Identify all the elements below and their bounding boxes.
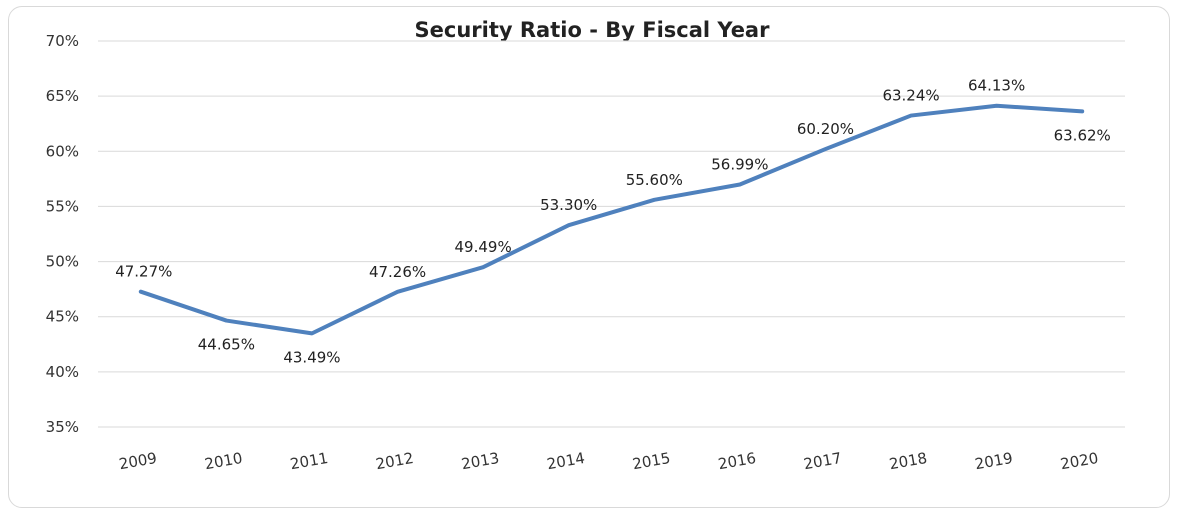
- y-tick-label: 40%: [46, 363, 79, 381]
- x-tick-label: 2020: [1059, 449, 1100, 473]
- data-label: 53.30%: [540, 196, 597, 214]
- y-tick-label: 55%: [46, 197, 79, 215]
- data-label: 43.49%: [283, 348, 340, 366]
- x-tick-label: 2015: [631, 449, 672, 473]
- x-tick-label: 2016: [717, 449, 758, 473]
- chart-title: Security Ratio - By Fiscal Year: [415, 18, 771, 42]
- x-tick-label: 2019: [973, 449, 1014, 473]
- x-tick-label: 2012: [374, 449, 415, 473]
- data-labels: 47.27% 44.65% 43.49% 47.26% 49.49% 53.30% 55.6…: [115, 77, 1111, 367]
- data-label: 63.24%: [882, 87, 939, 105]
- x-tick-label: 2013: [460, 449, 501, 473]
- y-tick-label: 50%: [46, 253, 79, 271]
- y-tick-label: 65%: [46, 87, 79, 105]
- x-tick-label: 2009: [118, 449, 159, 473]
- x-tick-label: 2017: [802, 449, 843, 473]
- data-label: 44.65%: [198, 336, 255, 354]
- data-label: 49.49%: [455, 238, 512, 256]
- y-tick-label: 70%: [46, 32, 79, 50]
- data-label: 63.62%: [1054, 126, 1111, 144]
- y-tick-label: 60%: [46, 142, 79, 160]
- data-label: 47.26%: [369, 263, 426, 281]
- x-tick-label: 2010: [203, 449, 244, 473]
- series-layer: [138, 103, 1085, 336]
- chart-frame: [8, 6, 1170, 508]
- y-axis-ticks: 35% 40% 45% 50% 55% 60% 65% 70%: [46, 32, 79, 436]
- y-tick-label: 35%: [46, 418, 79, 436]
- series-line: [138, 103, 1085, 336]
- data-label: 60.20%: [797, 120, 854, 138]
- gridlines: [98, 40, 1125, 428]
- x-tick-label: 2018: [888, 449, 929, 473]
- x-tick-label: 2014: [545, 449, 586, 473]
- data-label: 55.60%: [626, 171, 683, 189]
- y-tick-label: 45%: [46, 308, 79, 326]
- x-tick-label: 2011: [289, 449, 330, 473]
- data-label: 64.13%: [968, 77, 1025, 95]
- x-axis-ticks: 2009 2010 2011 2012 2013 2014 2015 2016 2017 2018…: [118, 449, 1100, 473]
- data-label: 56.99%: [711, 155, 768, 173]
- data-label: 47.27%: [115, 263, 172, 281]
